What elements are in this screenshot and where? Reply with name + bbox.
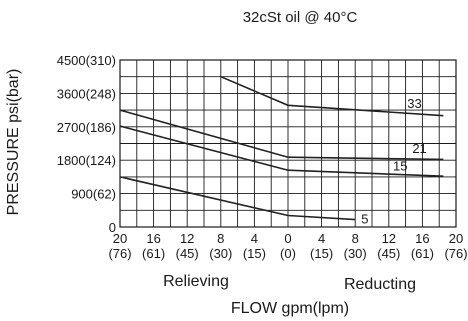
curve-15: [119, 125, 444, 177]
grid: [119, 59, 457, 228]
x-axis-label: FLOW gpm(lpm): [231, 300, 349, 317]
curve-21: [119, 109, 444, 161]
y-tick-label: 3600(248): [57, 86, 116, 101]
x-tick-label-lpm: (76): [108, 246, 131, 261]
x-tick-labels: 20(76)16(61)12(45)8(30)4(15)0(0)4(15)8(3…: [108, 231, 467, 261]
x-tick-label-lpm: (45): [377, 246, 400, 261]
y-tick-label: 4500(310): [57, 53, 116, 68]
reducting-label: Reducting: [344, 276, 416, 293]
x-tick-label-lpm: (30): [209, 246, 232, 261]
x-tick-label-gpm: 8: [352, 231, 359, 246]
series-label-21: 21: [412, 141, 426, 156]
x-tick-label-gpm: 12: [382, 231, 396, 246]
x-tick-label-lpm: (0): [280, 246, 296, 261]
series-label-33: 33: [407, 96, 421, 111]
series-label-5: 5: [361, 212, 368, 227]
y-axis-label: PRESSURE psi(bar): [5, 69, 22, 216]
y-tick-label: 2700(186): [57, 120, 116, 135]
plot-frame: [119, 59, 457, 228]
x-tick-label-lpm: (61): [411, 246, 434, 261]
y-tick-label: 900(62): [71, 187, 116, 202]
x-tick-label-lpm: (76): [444, 246, 467, 261]
x-tick-label-lpm: (15): [310, 246, 333, 261]
y-tick-label: 1800(124): [57, 153, 116, 168]
x-tick-label-gpm: 4: [318, 231, 325, 246]
x-tick-label-lpm: (61): [142, 246, 165, 261]
x-tick-label-gpm: 12: [180, 231, 194, 246]
x-tick-label-gpm: 16: [415, 231, 429, 246]
x-tick-label-gpm: 16: [146, 231, 160, 246]
x-tick-label-lpm: (30): [344, 246, 367, 261]
x-tick-label-gpm: 20: [113, 231, 127, 246]
x-tick-label-lpm: (45): [176, 246, 199, 261]
x-tick-label-gpm: 8: [217, 231, 224, 246]
x-tick-label-gpm: 0: [284, 231, 291, 246]
x-tick-label-gpm: 4: [251, 231, 258, 246]
x-tick-label-lpm: (15): [243, 246, 266, 261]
curves: 33 21 15 5: [119, 75, 444, 227]
relieving-label: Relieving: [163, 273, 229, 290]
x-tick-label-gpm: 20: [449, 231, 463, 246]
y-tick-label: 0: [109, 220, 116, 235]
curve-5: [119, 176, 356, 221]
chart-title: 32cSt oil @ 40°C: [243, 9, 358, 26]
series-label-15: 15: [393, 159, 407, 174]
y-tick-labels: 0 900(62) 1800(124) 2700(186) 3600(248) 4500(…: [57, 53, 116, 235]
curve-33: [220, 75, 444, 117]
